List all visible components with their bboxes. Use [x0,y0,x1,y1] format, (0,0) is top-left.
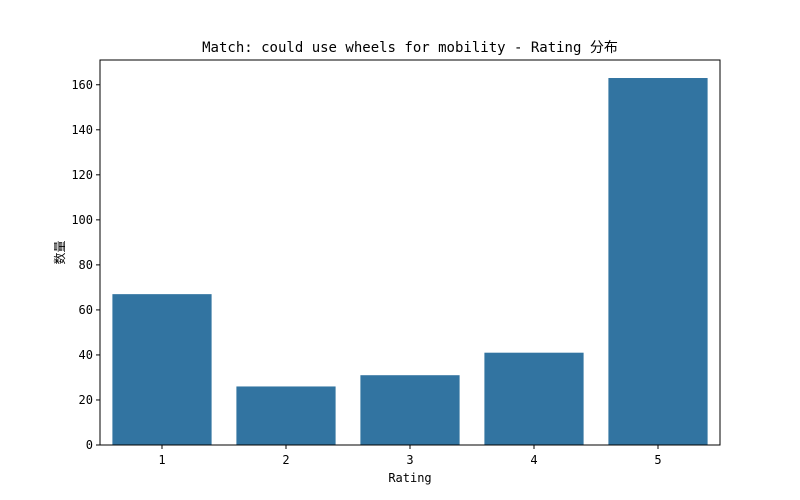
y-tick-label: 20 [79,393,93,407]
bar-rating-3 [360,375,460,445]
y-tick-label: 60 [79,303,93,317]
x-tick-label: 1 [158,453,165,467]
y-tick-label: 0 [86,438,93,452]
bar-rating-2 [236,386,336,445]
bar-rating-4 [484,352,584,445]
y-tick-label: 160 [71,78,93,92]
bar-rating-5 [608,78,708,446]
x-tick-label: 5 [654,453,661,467]
y-tick-label: 100 [71,213,93,227]
plot-frame [99,59,721,446]
x-axis-label: Rating [388,471,431,485]
y-tick-label: 80 [79,258,93,272]
bars-group [112,78,708,446]
y-tick-label: 120 [71,168,93,182]
y-axis-ticks: 0 20 40 60 80 100 120 140 160 [71,78,100,452]
x-tick-label: 3 [406,453,413,467]
chart-title: Match: could use wheels for mobility - R… [202,40,618,56]
x-tick-label: 2 [282,453,289,467]
y-tick-label: 40 [79,348,93,362]
bar-rating-1 [112,294,212,445]
x-axis-ticks: 1 2 3 4 5 [158,445,662,467]
y-axis-label: 数量 [52,240,67,264]
x-tick-label: 4 [530,453,537,467]
y-tick-label: 140 [71,123,93,137]
